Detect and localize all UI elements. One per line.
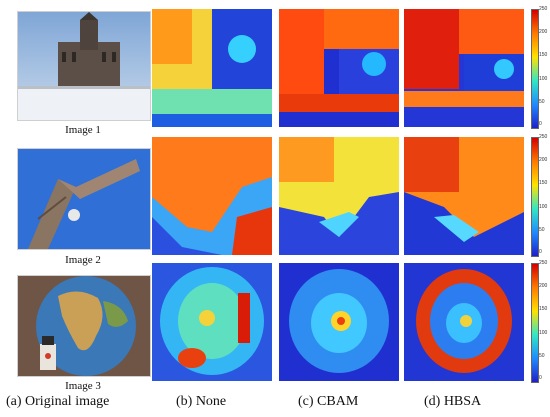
colorbar-1-tick: 50: [539, 99, 545, 105]
heatmap-image-2-cbam: [279, 137, 399, 255]
heatmap-image-2-hbsa: [404, 137, 524, 255]
heatmap-image-1-hbsa: [404, 9, 524, 127]
heatmap-image-1-none: [152, 9, 272, 127]
colorbar-2-tick: 50: [539, 227, 545, 233]
heatmap-image-3-hbsa: [404, 263, 524, 381]
colorbar-1-tick: 100: [539, 76, 548, 82]
original-image-3: [17, 275, 151, 377]
colorbar-1-tick: 250: [539, 6, 548, 12]
column-label-hbsa: (d) HBSA: [424, 394, 482, 409]
colorbar-2-tick: 200: [539, 157, 548, 163]
heatmap-image-3-none: [152, 263, 272, 381]
column-label-cbam: (c) CBAM: [298, 394, 359, 409]
column-label-original: (a) Original image: [6, 394, 110, 409]
image-2-caption: Image 2: [65, 254, 101, 266]
heatmap-image-1-cbam: [279, 9, 399, 127]
colorbar-row-2: [531, 137, 539, 257]
original-image-2: [17, 148, 151, 250]
colorbar-2-tick: 100: [539, 204, 548, 210]
heatmap-image-3-cbam: [279, 263, 399, 381]
colorbar-3-tick: 200: [539, 283, 548, 289]
colorbar-3-tick: 0: [539, 375, 542, 381]
colorbar-3-tick: 100: [539, 330, 548, 336]
heatmap-image-2-none: [152, 137, 272, 255]
image-1-caption: Image 1: [65, 124, 101, 136]
colorbar-1-tick: 0: [539, 121, 542, 127]
colorbar-row-3: [531, 263, 539, 383]
colorbar-1-tick: 200: [539, 29, 548, 35]
colorbar-3-tick: 50: [539, 353, 545, 359]
cathedral-photo: [18, 12, 150, 120]
colorbar-3-tick: 250: [539, 260, 548, 266]
original-image-1: [17, 11, 151, 121]
colorbar-2-tick: 0: [539, 249, 542, 255]
globe-photo: [18, 276, 150, 376]
colorbar-1-tick: 150: [539, 52, 548, 58]
colorbar-2-tick: 150: [539, 180, 548, 186]
tower-photo: [18, 149, 150, 249]
colorbar-3-tick: 150: [539, 306, 548, 312]
column-label-none: (b) None: [176, 394, 227, 409]
colorbar-row-1: [531, 9, 539, 129]
colorbar-2-tick: 250: [539, 134, 548, 140]
image-3-caption: Image 3: [65, 380, 101, 392]
